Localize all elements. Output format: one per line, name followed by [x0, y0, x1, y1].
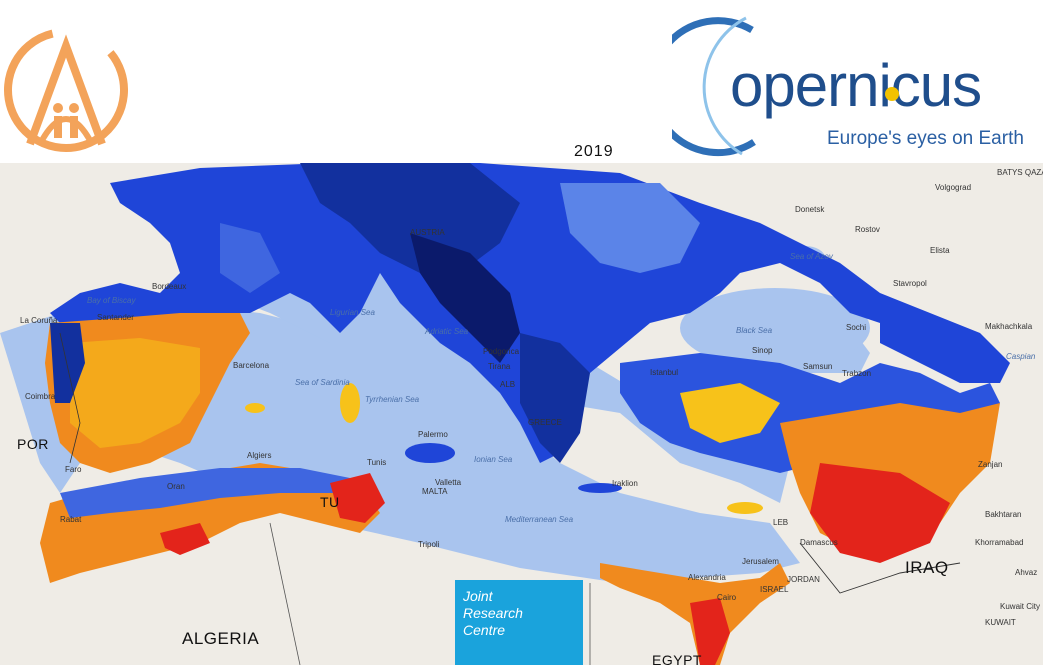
region-label: JORDAN [787, 575, 820, 584]
city-label: Valletta [435, 478, 462, 487]
city-label: Palermo [418, 430, 448, 439]
copernicus-logo: opernicus Europe's eyes on Earth [672, 14, 1043, 160]
city-label: Podgorica [483, 347, 520, 356]
city-label: Tripoli [418, 540, 440, 549]
city-label: Algiers [247, 451, 272, 460]
sea-label: Sea of Sardinia [295, 378, 350, 387]
sea-label: Black Sea [736, 326, 773, 335]
region-label: MALTA [422, 487, 448, 496]
city-label: Ahvaz [1015, 568, 1038, 577]
jrc-line3: Centre [463, 622, 506, 638]
header-area: opernicus Europe's eyes on Earth 2019 [0, 0, 1043, 163]
city-label: Oran [167, 482, 185, 491]
country-label: ALGERIA [182, 629, 260, 648]
region-label: ISRAEL [760, 585, 789, 594]
city-label: Iraklion [612, 479, 638, 488]
country-label: EGYPT [652, 655, 702, 665]
copernicus-tagline: Europe's eyes on Earth [827, 128, 1024, 149]
jrc-line2: Research [463, 605, 523, 621]
city-label: Sochi [846, 323, 867, 332]
copernicus-arc-icon [672, 16, 756, 157]
region-label: KUWAIT [985, 618, 1016, 627]
city-label: Elista [930, 246, 950, 255]
city-label: Faro [65, 465, 82, 474]
city-label: Rabat [60, 515, 82, 524]
city-label: Rostov [855, 225, 880, 234]
city-label: Bakhtaran [985, 510, 1022, 519]
city-label: La Coruña [20, 316, 58, 325]
city-label: Coimbra [25, 392, 56, 401]
country-label: TU [320, 494, 340, 510]
city-label: Kuwait City [1000, 602, 1041, 611]
region-label: GREECE [528, 418, 562, 427]
map-year-label: 2019 [574, 143, 614, 160]
city-label: Samsun [803, 362, 833, 371]
institution-emblem-logo [4, 28, 128, 152]
city-label: Stavropol [893, 279, 927, 288]
sea-label: Adriatic Sea [425, 327, 469, 336]
region-label: BATYS QAZA [997, 168, 1043, 177]
city-label: Donetsk [795, 205, 825, 214]
sea-label: Caspian [1006, 352, 1036, 361]
country-label: POR [17, 436, 49, 452]
region-label: LEB [773, 518, 789, 527]
sea-label: Mediterranean Sea [505, 515, 574, 524]
drought-anomaly-map [0, 163, 1043, 665]
sea-label: Sea of Azov [790, 252, 833, 261]
city-label: Alexandria [688, 573, 726, 582]
city-label: Trabzon [842, 369, 872, 378]
city-label: Tirana [488, 362, 511, 371]
sea-label: Ionian Sea [474, 455, 513, 464]
city-label: Khorramabad [975, 538, 1024, 547]
copernicus-wordmark: opernicus [730, 52, 982, 119]
country-label: IRAQ [905, 558, 949, 577]
city-label: Zanjan [978, 460, 1003, 469]
city-label: Tunis [367, 458, 387, 467]
sea-label: Bay of Biscay [87, 296, 136, 305]
jrc-logo-box: Joint Research Centre [455, 580, 583, 665]
city-label: Volgograd [935, 183, 972, 192]
city-label: Bordeaux [152, 282, 187, 291]
city-label: Cairo [717, 593, 737, 602]
city-label: Sinop [752, 346, 773, 355]
city-label: Istanbul [650, 368, 679, 377]
city-label: Damascus [800, 538, 838, 547]
sea-label: Tyrrhenian Sea [365, 395, 420, 404]
city-label: Makhachkala [985, 322, 1033, 331]
city-label: Barcelona [233, 361, 270, 370]
region-label: AUSTRIA [410, 228, 445, 237]
city-label: Santander [97, 313, 134, 322]
city-label: Jerusalem [742, 557, 779, 566]
jrc-line1: Joint [463, 588, 493, 604]
region-label: ALB [500, 380, 516, 389]
sea-label: Ligurian Sea [330, 308, 375, 317]
copernicus-dot-icon [885, 87, 899, 101]
